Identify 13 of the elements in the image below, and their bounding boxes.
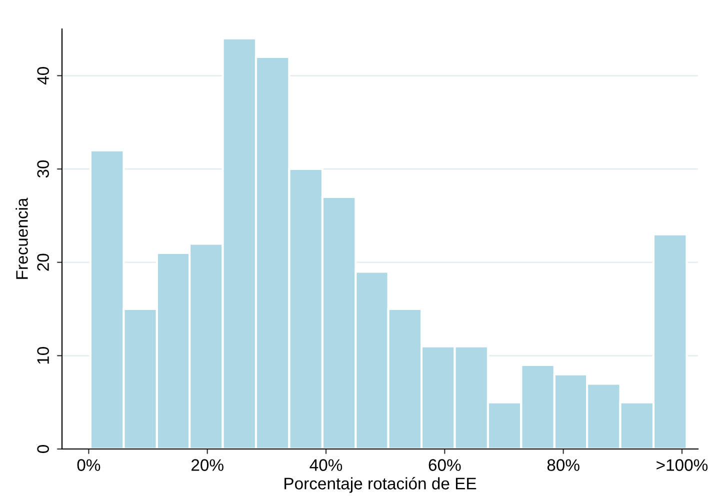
x-tick-label: 40% — [310, 459, 342, 471]
y-axis-title: Frecuencia — [16, 198, 28, 279]
x-tick-label: 60% — [428, 459, 461, 471]
y-tick-label: 10 — [37, 347, 49, 364]
x-tick-label: 80% — [547, 459, 580, 471]
x-tick-label: 0% — [77, 459, 100, 471]
x-tick-label: 20% — [192, 459, 224, 471]
x-axis-title: Porcentaje rotación de EE — [284, 477, 476, 493]
y-tick-label: 0 — [37, 445, 49, 453]
y-tick-label: 30 — [37, 160, 49, 178]
y-tick-label: 20 — [37, 254, 49, 271]
x-tick-label: >100% — [656, 459, 708, 471]
y-tick-label: 40 — [37, 67, 49, 85]
